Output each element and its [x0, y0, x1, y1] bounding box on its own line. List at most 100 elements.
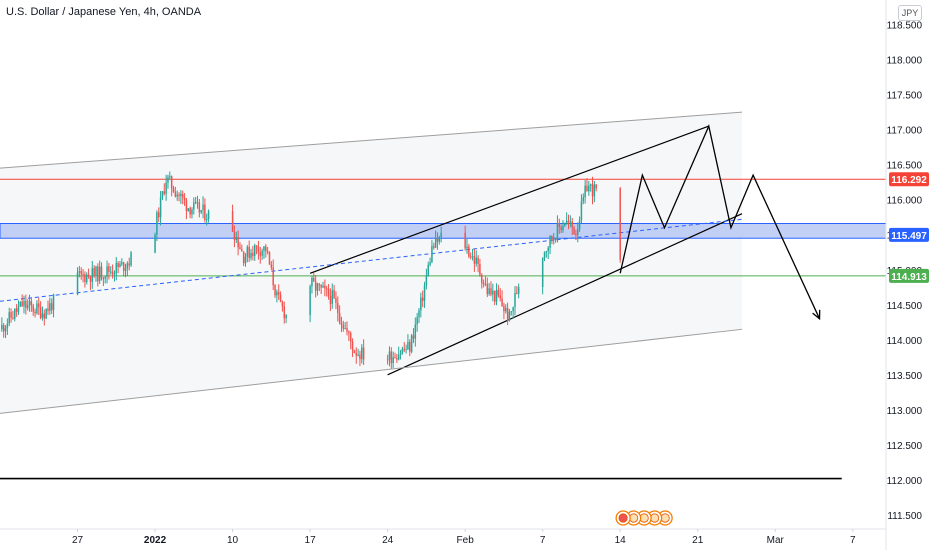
price-tick-label: 114.000 — [887, 336, 923, 347]
candle-body — [43, 313, 46, 319]
candle-body — [394, 357, 396, 359]
candle-body — [403, 348, 405, 350]
price-label-text: 115.497 — [891, 231, 927, 242]
arrow-head[interactable] — [812, 309, 821, 321]
candle-body — [274, 285, 276, 296]
candle-body — [361, 347, 363, 360]
candle-body — [488, 288, 490, 295]
candle-body — [174, 192, 177, 197]
candle-body — [543, 252, 546, 258]
candle-body — [420, 297, 422, 311]
candle-body — [115, 262, 118, 274]
price-tick-label: 116.000 — [887, 196, 923, 207]
candle-body — [98, 266, 101, 282]
candle-body — [510, 311, 513, 313]
candle-body — [436, 238, 439, 242]
candle-body — [386, 359, 389, 361]
candle-body — [276, 291, 278, 296]
candle-body — [279, 294, 282, 302]
candle-body — [156, 212, 158, 235]
time-tick-label: 24 — [382, 535, 394, 546]
candle-body — [191, 209, 193, 215]
resistance-zone[interactable] — [0, 223, 887, 239]
candle-body — [309, 286, 311, 316]
candle-body — [89, 276, 92, 282]
candle-body — [255, 245, 258, 247]
price-label-text: 114.913 — [891, 272, 927, 283]
candle-body — [582, 197, 585, 202]
regression-channel-fill — [0, 112, 743, 414]
candle-body — [95, 266, 97, 276]
projection-path[interactable] — [619, 124, 821, 321]
candle-body — [338, 313, 341, 323]
candle-body — [362, 347, 365, 360]
time-tick-label: 10 — [227, 535, 239, 546]
candle-body — [248, 246, 250, 258]
candle-body — [357, 354, 359, 356]
candle-body — [318, 283, 321, 285]
candle-body — [423, 285, 426, 301]
time-axis[interactable]: 27 2022 10 17 24 Feb 7 14 21 Mar 7 — [72, 529, 856, 546]
candle-body — [554, 238, 557, 241]
candle-body — [514, 293, 516, 308]
candle-body — [172, 188, 175, 193]
rising-channel-upper[interactable] — [309, 125, 710, 274]
regression-upper[interactable] — [0, 111, 743, 169]
rising-channel-lower[interactable] — [387, 213, 743, 376]
trendlines[interactable] — [0, 111, 743, 414]
event-markers[interactable] — [615, 510, 673, 526]
candle-body — [122, 262, 125, 271]
candle-body — [427, 264, 429, 276]
candle-body — [189, 208, 191, 215]
candle-body — [104, 276, 106, 279]
projection-line[interactable] — [619, 124, 821, 320]
candle-body — [8, 312, 10, 324]
candle-body — [34, 311, 36, 314]
candle-body — [541, 257, 544, 288]
candle-body — [84, 274, 86, 283]
candle-body — [314, 281, 317, 291]
candle-body — [482, 283, 485, 285]
regression-lower[interactable] — [0, 328, 743, 414]
candle-body — [355, 353, 357, 356]
candle-body — [6, 323, 9, 328]
currency-badge[interactable]: JPY — [898, 5, 922, 21]
candle-body — [272, 267, 274, 286]
candle-body — [12, 317, 14, 319]
candle-body — [348, 331, 350, 334]
candle-body — [545, 251, 548, 253]
candle-body — [126, 263, 129, 269]
price-labels: 116.292 115.497 114.913 — [889, 172, 929, 283]
zone-rect[interactable] — [0, 223, 887, 239]
candle-body — [388, 351, 391, 360]
candle-body — [409, 341, 411, 352]
candle-body — [111, 271, 114, 275]
regression-channel-area — [0, 112, 743, 414]
candle-body — [329, 296, 332, 304]
candle-body — [161, 191, 164, 197]
regression-mid[interactable] — [0, 218, 743, 302]
candle-body — [479, 264, 481, 275]
candle-body — [434, 238, 437, 248]
candle-body — [257, 246, 260, 253]
candle-body — [100, 266, 103, 279]
price-tick-label: 118.500 — [887, 21, 923, 32]
candle-body — [207, 211, 210, 220]
candle-body — [322, 285, 324, 288]
horizontal-levels[interactable] — [0, 178, 886, 480]
candle-body — [237, 237, 239, 248]
candle-body — [163, 191, 166, 194]
candle-body — [45, 308, 47, 319]
candle-body — [414, 324, 417, 339]
price-tick-label: 118.000 — [887, 56, 923, 67]
candle-body — [38, 303, 40, 308]
candle-body — [244, 256, 247, 264]
candle-body — [469, 256, 472, 258]
candle-body — [558, 223, 561, 227]
time-tick-label: 27 — [72, 535, 84, 546]
candle-body — [335, 298, 337, 303]
candle-body — [549, 236, 551, 248]
candle-body — [410, 335, 413, 352]
candle-body — [492, 290, 494, 295]
